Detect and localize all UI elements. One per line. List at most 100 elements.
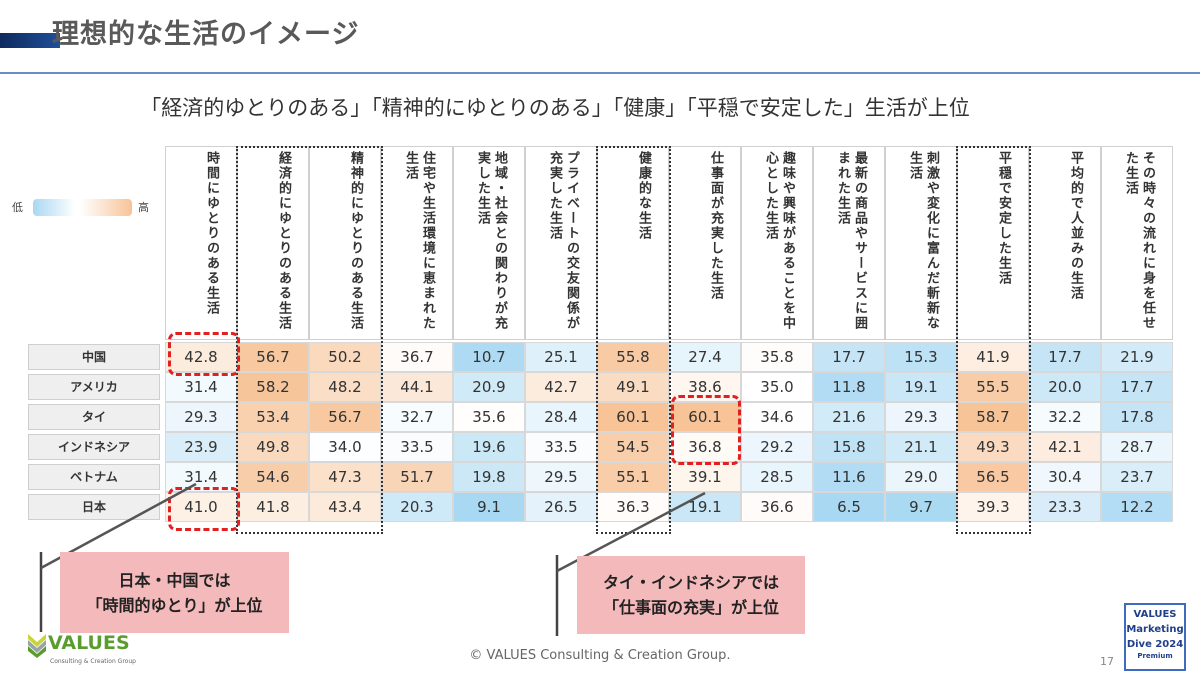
column-header: 平穏で安定した生活 bbox=[957, 146, 1029, 340]
logo-mark-icon bbox=[28, 634, 46, 658]
heatmap-cell: 56.7 bbox=[309, 402, 381, 432]
column-header-label: その時々の流れに身を任せた生活 bbox=[1123, 151, 1155, 331]
column-header-label: 経済的にゆとりのある生活 bbox=[276, 151, 291, 331]
column-header-label: 時間にゆとりのある生活 bbox=[204, 151, 219, 316]
heatmap-cell: 23.3 bbox=[1029, 492, 1101, 522]
logo-subtext: Consulting & Creation Group bbox=[50, 658, 136, 665]
heatmap-cell: 29.3 bbox=[165, 402, 237, 432]
column-header: 趣味や興味があることを中心とした生活 bbox=[741, 146, 813, 340]
callout-text-line2: 「仕事面の充実」が上位 bbox=[602, 598, 779, 617]
heatmap-cell: 15.3 bbox=[885, 342, 957, 372]
heatmap-cell: 36.7 bbox=[381, 342, 453, 372]
badge-line: VALUES bbox=[1133, 609, 1177, 620]
column-header: 地域・社会との関わりが充実した生活 bbox=[453, 146, 525, 340]
heatmap-cell: 20.9 bbox=[453, 372, 525, 402]
heatmap-cell: 32.7 bbox=[381, 402, 453, 432]
heatmap-cell: 28.4 bbox=[525, 402, 597, 432]
column-header: 刺激や変化に富んだ斬新な生活 bbox=[885, 146, 957, 340]
heatmap-cell: 29.5 bbox=[525, 462, 597, 492]
heatmap-cell: 35.8 bbox=[741, 342, 813, 372]
heatmap-cell: 26.5 bbox=[525, 492, 597, 522]
heatmap-cell: 56.5 bbox=[957, 462, 1029, 492]
heatmap-cell: 6.5 bbox=[813, 492, 885, 522]
row-label: タイ bbox=[28, 404, 160, 430]
heatmap-cell: 50.2 bbox=[309, 342, 381, 372]
legend-high-label: 高 bbox=[138, 201, 149, 214]
heatmap-cell: 58.7 bbox=[957, 402, 1029, 432]
heatmap-cell: 20.3 bbox=[381, 492, 453, 522]
row-label: 日本 bbox=[28, 494, 160, 520]
callout-text-line2: 「時間的ゆとり」が上位 bbox=[86, 595, 263, 615]
heatmap-cell: 54.6 bbox=[237, 462, 309, 492]
callout-text-line1: タイ・インドネシアでは bbox=[602, 573, 779, 592]
column-header-label: 住宅や生活環境に恵まれた生活 bbox=[403, 151, 435, 331]
heatmap-cell: 34.6 bbox=[741, 402, 813, 432]
heatmap-cell: 11.8 bbox=[813, 372, 885, 402]
column-header-label: 平穏で安定した生活 bbox=[996, 151, 1011, 286]
heatmap-cell: 29.0 bbox=[885, 462, 957, 492]
heatmap-cell: 41.9 bbox=[957, 342, 1029, 372]
heatmap-cell: 12.2 bbox=[1101, 492, 1173, 522]
badge-line: Premium bbox=[1137, 652, 1173, 660]
event-badge: VALUES Marketing Dive 2024 Premium bbox=[1124, 603, 1186, 671]
heatmap-cell: 28.7 bbox=[1101, 432, 1173, 462]
heatmap-cell: 19.8 bbox=[453, 462, 525, 492]
legend-high-gradient bbox=[80, 199, 132, 216]
legend-low-gradient bbox=[33, 199, 75, 216]
page-title: 理想的な生活のイメージ bbox=[52, 19, 360, 50]
logo-text: VALUES bbox=[48, 632, 130, 654]
heatmap-cell: 30.4 bbox=[1029, 462, 1101, 492]
heatmap-cell: 43.4 bbox=[309, 492, 381, 522]
legend-low-label: 低 bbox=[12, 201, 23, 214]
heatmap-cell: 17.7 bbox=[813, 342, 885, 372]
column-header-label: 趣味や興味があることを中心とした生活 bbox=[763, 151, 795, 331]
heatmap-cell: 29.3 bbox=[885, 402, 957, 432]
page-number: 17 bbox=[1100, 655, 1114, 668]
callout-text-line1: 日本・中国では bbox=[118, 570, 231, 590]
heatmap-cell: 11.6 bbox=[813, 462, 885, 492]
column-header-label: プライベートの交友関係が充実した生活 bbox=[547, 151, 579, 331]
column-header: 住宅や生活環境に恵まれた生活 bbox=[381, 146, 453, 340]
column-header: 仕事面が充実した生活 bbox=[669, 146, 741, 340]
heatmap-cell: 58.2 bbox=[237, 372, 309, 402]
column-header-label: 最新の商品やサービスに囲まれた生活 bbox=[835, 151, 867, 331]
heatmap-cell: 49.3 bbox=[957, 432, 1029, 462]
heatmap-cell: 47.3 bbox=[309, 462, 381, 492]
heatmap-cell: 54.5 bbox=[597, 432, 669, 462]
copyright: © VALUES Consulting & Creation Group. bbox=[469, 648, 731, 663]
heatmap-cell: 60.1 bbox=[669, 402, 741, 432]
heatmap-cell: 39.3 bbox=[957, 492, 1029, 522]
heatmap-cell: 15.8 bbox=[813, 432, 885, 462]
heatmap-cell: 42.8 bbox=[165, 342, 237, 372]
heatmap-cell: 10.7 bbox=[453, 342, 525, 372]
heatmap-cell: 55.1 bbox=[597, 462, 669, 492]
callout-thai-indonesia: タイ・インドネシアでは 「仕事面の充実」が上位 bbox=[577, 556, 805, 634]
heatmap-cell: 48.2 bbox=[309, 372, 381, 402]
column-header-label: 健康的な生活 bbox=[636, 151, 651, 241]
heatmap-cell: 55.8 bbox=[597, 342, 669, 372]
heatmap-cell: 21.6 bbox=[813, 402, 885, 432]
column-header: プライベートの交友関係が充実した生活 bbox=[525, 146, 597, 340]
heatmap-cell: 60.1 bbox=[597, 402, 669, 432]
heatmap-cell: 36.6 bbox=[741, 492, 813, 522]
badge-line: Marketing bbox=[1126, 624, 1184, 635]
heatmap-cell: 56.7 bbox=[237, 342, 309, 372]
column-header: 精神的にゆとりのある生活 bbox=[309, 146, 381, 340]
column-header-label: 地域・社会との関わりが充実した生活 bbox=[475, 151, 507, 331]
heatmap-cell: 29.2 bbox=[741, 432, 813, 462]
heatmap-cell: 21.1 bbox=[885, 432, 957, 462]
column-header: 平均的で人並みの生活 bbox=[1029, 146, 1101, 340]
heatmap-cell: 39.1 bbox=[669, 462, 741, 492]
column-header: 時間にゆとりのある生活 bbox=[165, 146, 237, 340]
heatmap-cell: 32.2 bbox=[1029, 402, 1101, 432]
heatmap-cell: 23.7 bbox=[1101, 462, 1173, 492]
column-header-label: 平均的で人並みの生活 bbox=[1068, 151, 1083, 301]
row-label: 中国 bbox=[28, 344, 160, 370]
heatmap-cell: 23.9 bbox=[165, 432, 237, 462]
heatmap-cell: 41.8 bbox=[237, 492, 309, 522]
heatmap-cell: 17.8 bbox=[1101, 402, 1173, 432]
heatmap-cell: 42.7 bbox=[525, 372, 597, 402]
badge-line: Dive 2024 bbox=[1126, 639, 1184, 650]
row-label: インドネシア bbox=[28, 434, 160, 460]
heatmap-cell: 49.8 bbox=[237, 432, 309, 462]
